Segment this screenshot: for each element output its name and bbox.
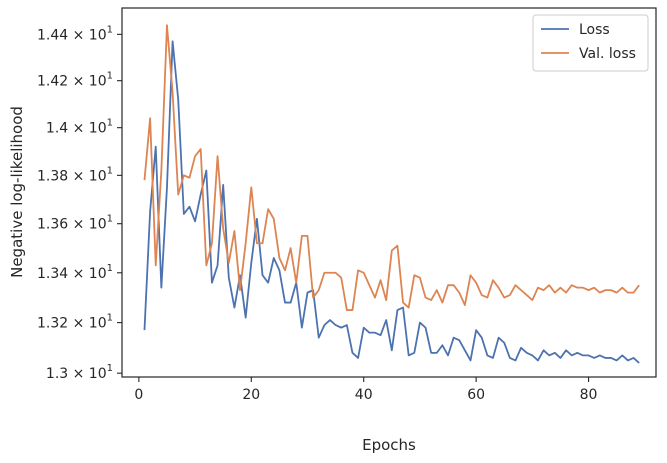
- y-tick-label: 1.32 × 101: [37, 313, 113, 332]
- x-tick-label: 0: [134, 387, 143, 403]
- y-tick-label: 1.36 × 101: [37, 214, 113, 233]
- x-tick-label: 60: [467, 387, 485, 403]
- legend: Loss Val. loss: [532, 14, 649, 72]
- x-axis-label: Epochs: [362, 436, 416, 454]
- y-axis: 1.3 × 101 1.32 × 101 1.34 × 101 1.36 × 101 1…: [37, 24, 122, 382]
- x-tick-label: 20: [242, 387, 260, 403]
- series-layer: [143, 24, 640, 364]
- y-tick-label: 1.38 × 101: [37, 165, 113, 184]
- legend-label: Loss: [579, 22, 610, 38]
- y-tick-label: 1.4 × 101: [46, 118, 113, 137]
- y-tick-label: 1.3 × 101: [46, 363, 113, 382]
- series-line-val-loss: [143, 24, 640, 311]
- y-axis-label: Negative log-likelihood: [8, 106, 26, 278]
- x-axis: 0 20 40 60 80: [134, 377, 597, 403]
- y-tick-label: 1.44 × 101: [37, 24, 113, 43]
- x-tick-label: 80: [580, 387, 598, 403]
- x-tick-label: 40: [355, 387, 373, 403]
- y-tick-label: 1.34 × 101: [37, 263, 113, 282]
- y-tick-label: 1.42 × 101: [37, 71, 113, 90]
- legend-label: Val. loss: [579, 46, 636, 62]
